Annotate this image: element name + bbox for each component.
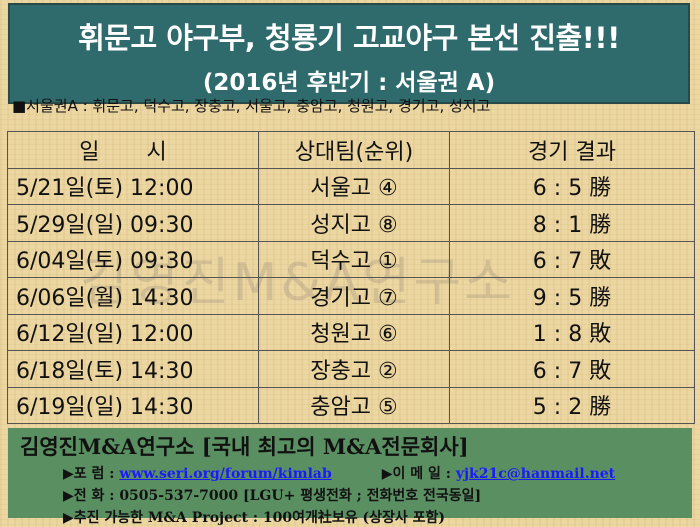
title-banner: 휘문고 야구부, 청룡기 고교야구 본선 진출!!! (2016년 후반기 : … bbox=[8, 3, 690, 104]
game-date: 6/18일(토) 14:30 bbox=[7, 350, 259, 388]
email-label: ▶이 메 일 : bbox=[381, 466, 456, 482]
page-title: 휘문고 야구부, 청룡기 고교야구 본선 진출!!! bbox=[78, 21, 620, 55]
header-result: 경기 결과 bbox=[449, 131, 695, 169]
game-opponent: 덕수고 ① bbox=[258, 240, 450, 278]
game-result: 1 : 8 敗 bbox=[449, 313, 695, 351]
phone-line: ▶전 화 : 0505-537-7000 [LGU+ 평생전화 ; 전화번호 전… bbox=[63, 488, 482, 504]
game-result: 6 : 7 敗 bbox=[449, 240, 695, 278]
game-result: 9 : 5 勝 bbox=[449, 277, 695, 315]
header-date: 일 시 bbox=[7, 131, 259, 169]
game-date: 6/04일(토) 09:30 bbox=[7, 240, 259, 278]
contact-line: ▶포 럼 : www.seri.org/forum/kimlab ▶이 메 일 :… bbox=[63, 463, 692, 483]
forum-label: ▶포 럼 : bbox=[63, 466, 120, 482]
footer-banner: 김영진M&A연구소 [국내 최고의 M&A전문회사] ▶포 럼 : www.se… bbox=[8, 428, 692, 526]
game-date: 5/21일(토) 12:00 bbox=[7, 167, 259, 205]
game-date: 6/12일(일) 12:00 bbox=[7, 313, 259, 351]
game-result: 6 : 7 敗 bbox=[449, 350, 695, 388]
game-opponent: 충암고 ⑤ bbox=[258, 386, 450, 424]
game-opponent: 경기고 ⑦ bbox=[258, 277, 450, 315]
page-subtitle: (2016년 후반기 : 서울권 A) bbox=[202, 70, 496, 96]
game-result: 5 : 2 勝 bbox=[449, 386, 695, 424]
game-date: 6/19일(일) 14:30 bbox=[7, 386, 259, 424]
project-line: ▶추진 가능한 M&A Project : 100여개社보유 (상장사 포함) bbox=[63, 510, 446, 526]
game-date: 6/06일(월) 14:30 bbox=[7, 277, 259, 315]
game-date: 5/29일(일) 09:30 bbox=[7, 204, 259, 242]
game-opponent: 장충고 ② bbox=[258, 350, 450, 388]
game-result: 8 : 1 勝 bbox=[449, 204, 695, 242]
game-result: 6 : 5 勝 bbox=[449, 167, 695, 205]
game-opponent: 성지고 ⑧ bbox=[258, 204, 450, 242]
forum-link[interactable]: www.seri.org/forum/kimlab bbox=[119, 466, 332, 482]
header-opponent: 상대팀(순위) bbox=[258, 131, 450, 169]
game-opponent: 청원고 ⑥ bbox=[258, 313, 450, 351]
game-opponent: 서울고 ④ bbox=[258, 167, 450, 205]
league-teams: ■서울권A : 휘문고, 덕수고, 장충고, 서울고, 충암고, 청원고, 경기… bbox=[12, 97, 491, 115]
email-link[interactable]: yjk21c@hanmail.net bbox=[455, 466, 616, 482]
footer-title: 김영진M&A연구소 [국내 최고의 M&A전문회사] bbox=[20, 434, 469, 459]
table-header: 일 시 상대팀(순위) 경기 결과 bbox=[7, 131, 695, 169]
